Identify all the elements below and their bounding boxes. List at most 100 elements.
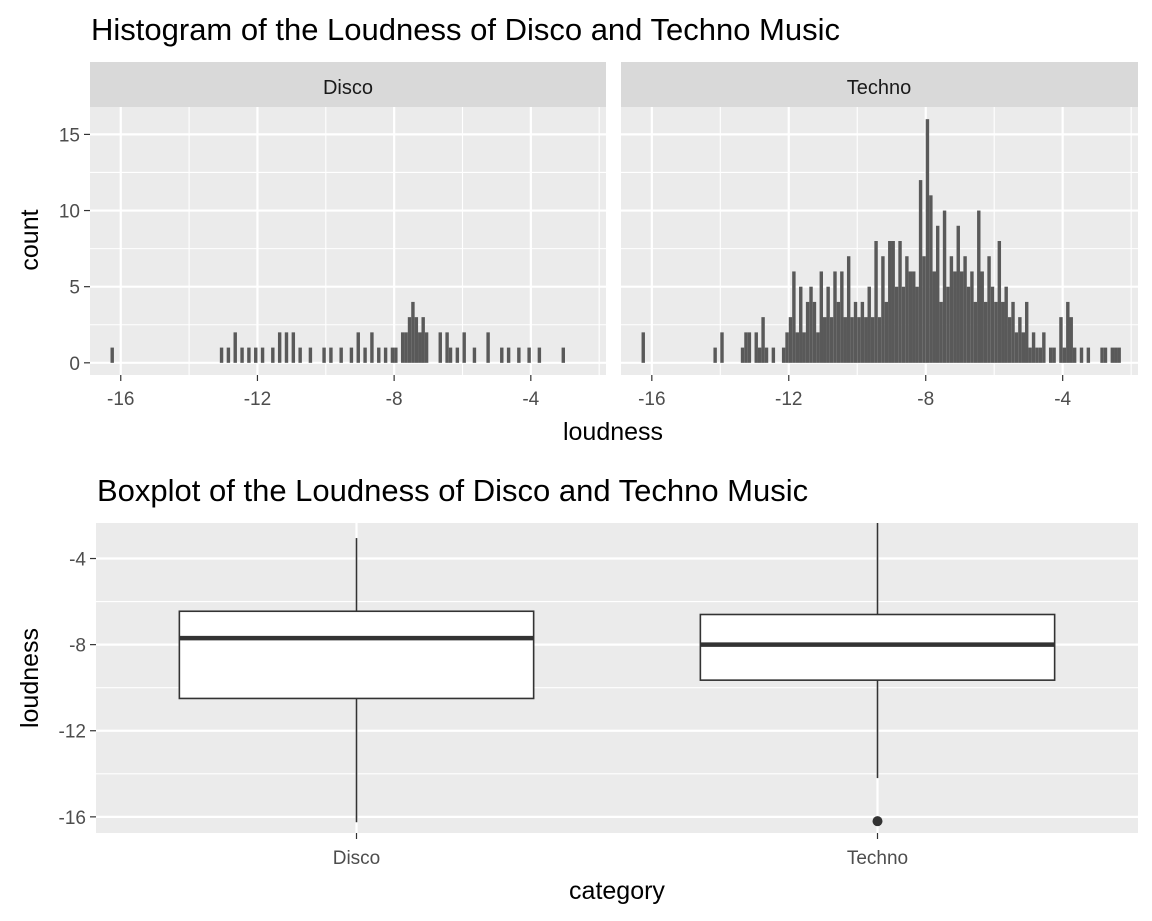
histogram-bar bbox=[1018, 317, 1022, 363]
histogram-bar bbox=[445, 332, 449, 363]
x-tick-label: Disco bbox=[333, 848, 381, 869]
y-tick-label: -16 bbox=[59, 808, 86, 829]
histogram-bar bbox=[277, 332, 282, 363]
histogram-bar bbox=[912, 271, 916, 363]
histogram-bar bbox=[1042, 332, 1046, 363]
histogram-bar bbox=[1021, 332, 1026, 363]
box-techno bbox=[699, 523, 1056, 827]
y-tick-label: 5 bbox=[69, 278, 80, 299]
histogram-title: Histogram of the Loudness of Disco and T… bbox=[91, 12, 840, 47]
panel-background bbox=[90, 107, 606, 375]
histogram-bar bbox=[788, 317, 793, 363]
boxplot-x-axis-title: category bbox=[569, 877, 665, 905]
x-tick-label: -4 bbox=[1054, 389, 1071, 410]
histogram-bar bbox=[1100, 347, 1104, 363]
histogram-bar bbox=[740, 347, 745, 363]
histogram-bar bbox=[455, 347, 460, 363]
histogram-bar bbox=[802, 332, 806, 363]
histogram-bar bbox=[383, 347, 388, 363]
histogram-bar bbox=[233, 332, 237, 363]
histogram-bar bbox=[764, 347, 769, 363]
histogram-bar bbox=[935, 225, 940, 363]
histogram-facet-techno: Techno bbox=[621, 62, 1138, 375]
histogram-bar bbox=[959, 271, 964, 363]
boxes bbox=[178, 523, 1056, 827]
histogram-bar bbox=[448, 347, 453, 363]
bars bbox=[641, 119, 1121, 363]
histogram-x-axis-techno: -16 -12 -8 -4 bbox=[638, 375, 1072, 410]
histogram-bar bbox=[411, 301, 415, 363]
histogram-bar bbox=[877, 317, 882, 363]
histogram-bar bbox=[247, 347, 251, 363]
histogram-x-axis-title: loudness bbox=[563, 418, 663, 446]
histogram-bar bbox=[1011, 301, 1015, 363]
histogram-bar bbox=[363, 347, 367, 363]
y-tick-label: -8 bbox=[69, 636, 86, 657]
histogram-bar bbox=[1062, 347, 1067, 363]
histogram-bar bbox=[240, 347, 244, 363]
histogram-bar bbox=[754, 332, 758, 363]
histogram-bar bbox=[308, 347, 313, 363]
histogram-bar bbox=[561, 347, 565, 363]
histogram-bar bbox=[966, 286, 971, 363]
histogram-bar bbox=[874, 241, 878, 363]
histogram-bar bbox=[1103, 347, 1108, 363]
histogram-bar bbox=[918, 180, 923, 363]
histogram-bar bbox=[219, 347, 224, 363]
histogram-bar bbox=[781, 347, 786, 363]
histogram-bar bbox=[994, 301, 998, 363]
histogram-bar bbox=[898, 241, 902, 363]
histogram-bar bbox=[407, 317, 412, 363]
x-tick-label: -8 bbox=[386, 389, 403, 410]
histogram-bar bbox=[973, 301, 978, 363]
histogram-bar bbox=[1038, 347, 1043, 363]
histogram-bar bbox=[1110, 347, 1115, 363]
histogram-bar bbox=[1028, 347, 1032, 363]
histogram-bar bbox=[805, 301, 810, 363]
histogram-bar bbox=[846, 256, 851, 363]
histogram-bar bbox=[390, 347, 395, 363]
y-tick-label: 0 bbox=[69, 354, 80, 375]
histogram-bar bbox=[942, 210, 947, 363]
histogram-y-axis: 0 5 10 15 bbox=[59, 125, 90, 375]
histogram-bar bbox=[414, 317, 419, 363]
histogram-bar bbox=[932, 271, 936, 363]
boxplot-y-axis-title: loudness bbox=[16, 628, 44, 728]
histogram-bar bbox=[867, 286, 871, 363]
histogram-bar bbox=[833, 271, 837, 363]
histogram-bar bbox=[829, 317, 834, 363]
histogram-bar bbox=[462, 332, 466, 363]
histogram-bar bbox=[963, 256, 967, 363]
histogram-bar bbox=[713, 347, 717, 363]
histogram-bar bbox=[891, 241, 895, 363]
histogram-bar bbox=[761, 317, 765, 363]
histogram-bar bbox=[949, 256, 954, 363]
histogram-bar bbox=[953, 271, 957, 363]
histogram-bar bbox=[946, 286, 950, 363]
major-gridlines bbox=[621, 107, 1138, 375]
y-tick-label: 10 bbox=[59, 202, 80, 223]
histogram-bar bbox=[850, 317, 854, 363]
histogram-bar bbox=[860, 301, 865, 363]
histogram-bar bbox=[809, 286, 813, 363]
facet-strip bbox=[90, 62, 606, 107]
box-disco bbox=[178, 538, 535, 823]
histogram-bar bbox=[404, 332, 408, 363]
histogram-bar bbox=[792, 271, 796, 363]
box-body bbox=[699, 613, 1056, 681]
histogram-bar bbox=[418, 332, 422, 363]
histogram-bar bbox=[925, 119, 930, 363]
histogram-bar bbox=[339, 347, 343, 363]
histogram-bar bbox=[500, 347, 504, 363]
histogram-bar bbox=[922, 256, 926, 363]
histogram-bar bbox=[1014, 332, 1019, 363]
histogram-bar bbox=[983, 301, 988, 363]
histogram-bar bbox=[980, 271, 984, 363]
histogram-bar bbox=[370, 332, 374, 363]
histogram-x-axis-disco: -16 -12 -8 -4 bbox=[107, 375, 540, 410]
histogram-bar bbox=[1031, 332, 1036, 363]
histogram-bar bbox=[884, 301, 889, 363]
histogram-bar bbox=[771, 347, 776, 363]
boxplot-title: Boxplot of the Loudness of Disco and Tec… bbox=[97, 473, 808, 508]
